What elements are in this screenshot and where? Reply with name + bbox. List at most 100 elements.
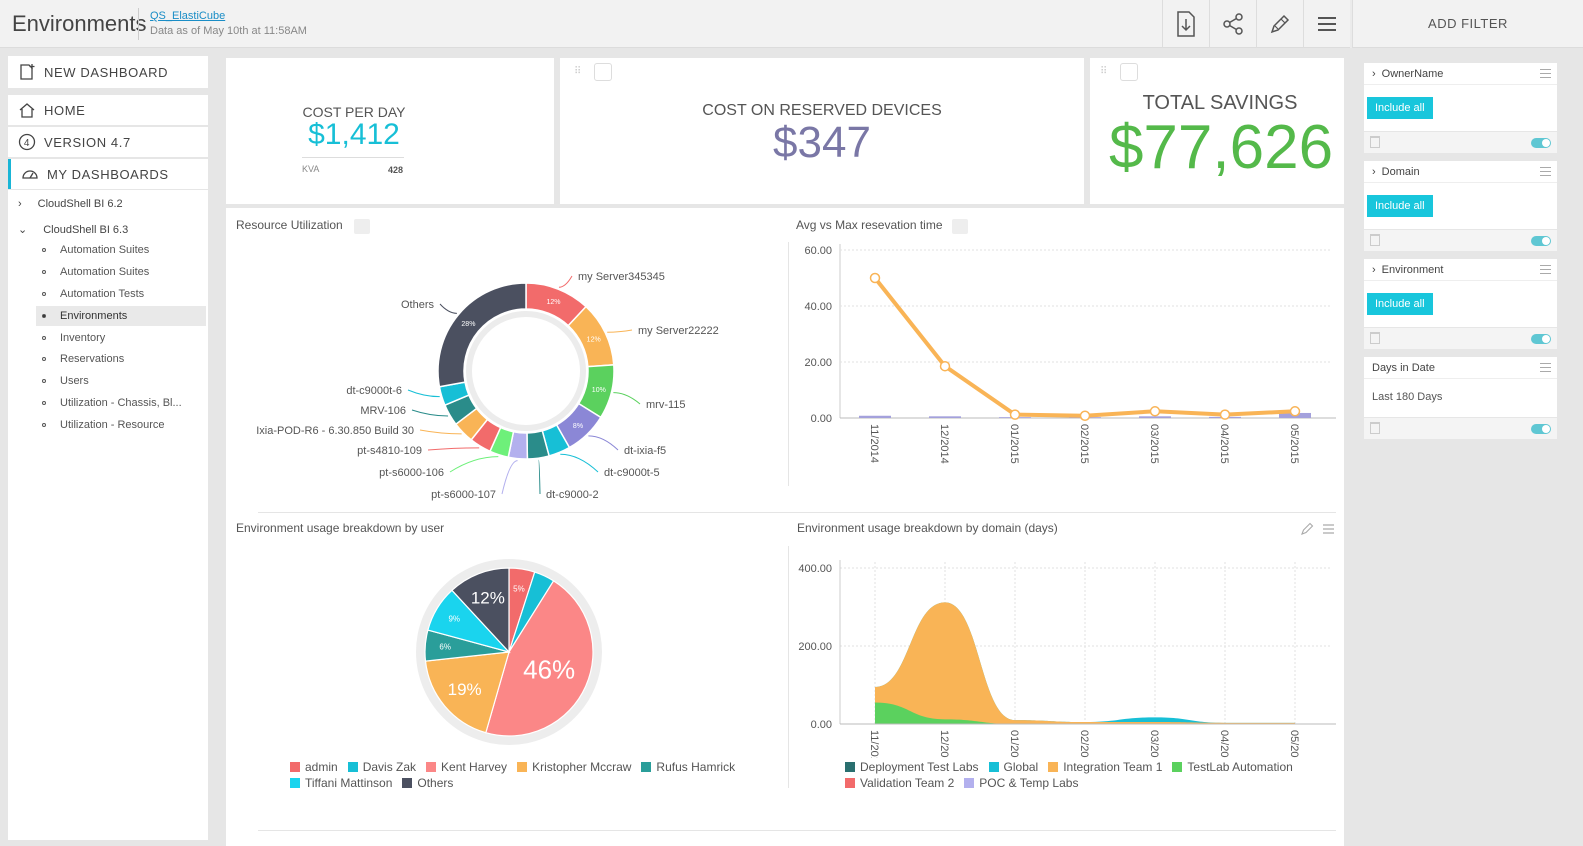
max-point [1009, 409, 1021, 420]
legend-item[interactable]: Kent Harvey [426, 760, 507, 774]
nav-version[interactable]: 4 VERSION 4.7 [8, 127, 208, 157]
filter-toggle[interactable] [1531, 236, 1551, 246]
include-all-button[interactable]: Include all [1367, 97, 1433, 119]
legend-item[interactable]: POC & Temp Labs [964, 776, 1078, 790]
legend-item[interactable]: Deployment Test Labs [845, 760, 979, 774]
trash-icon[interactable] [1370, 332, 1380, 344]
legend-item[interactable]: Validation Team 2 [845, 776, 954, 790]
filter-name: Domain [1381, 165, 1420, 178]
filter-toggle[interactable] [1531, 138, 1551, 148]
filter-menu-icon[interactable] [1540, 363, 1551, 372]
info-icon[interactable] [354, 219, 370, 234]
info-icon[interactable] [594, 63, 612, 81]
version-icon: 4 [18, 133, 36, 151]
filter-footer [1364, 229, 1557, 251]
legend-item[interactable]: admin [290, 760, 338, 774]
include-all-button[interactable]: Include all [1367, 293, 1433, 315]
filter-menu-icon[interactable] [1540, 265, 1551, 274]
share-icon [1223, 13, 1243, 35]
panel-title-by-domain: Environment usage breakdown by domain (d… [797, 521, 1058, 535]
bullet-icon [42, 401, 46, 405]
menu-button[interactable] [1303, 0, 1350, 48]
elasticube-link[interactable]: QS_ElastiCube [150, 10, 226, 22]
bullet-icon [42, 423, 46, 427]
tree-item-label: Users [60, 375, 89, 387]
legend-item[interactable]: Global [988, 760, 1038, 774]
tree-item-environments[interactable]: Environments [36, 306, 206, 326]
widget-menu-icon[interactable] [1322, 523, 1335, 535]
legend-item[interactable]: Integration Team 1 [1048, 760, 1162, 774]
folder-cloudshell-6-2[interactable]: › CloudShell BI 6.2 [18, 198, 123, 210]
legend-item[interactable]: Kristopher Mccraw [517, 760, 631, 774]
folder-cloudshell-6-3[interactable]: ⌄ CloudShell BI 6.3 [18, 223, 128, 236]
legend-item[interactable]: Others [402, 776, 453, 790]
export-button[interactable] [1162, 0, 1209, 48]
filter-value[interactable]: Last 180 Days [1372, 391, 1443, 403]
svg-text:4: 4 [24, 138, 30, 149]
new-dashboard-button[interactable]: NEW DASHBOARD [8, 56, 208, 88]
dashboard-canvas: COST PER DAY $1,412 KVA 428 ⠿ COST ON RE… [218, 48, 1352, 846]
nav-my-dashboards[interactable]: MY DASHBOARDS [8, 159, 208, 189]
bullet-icon [42, 357, 46, 361]
legend-item[interactable]: Davis Zak [347, 760, 416, 774]
pie-pct-label: 12% [471, 589, 505, 608]
slice-label: mrv-115 [646, 399, 686, 411]
filter-menu-icon[interactable] [1540, 69, 1551, 78]
include-all-button[interactable]: Include all [1367, 195, 1433, 217]
pie-slice [451, 567, 510, 654]
slice-label: my Server345345 [578, 271, 665, 283]
kpi-cost-per-day[interactable]: COST PER DAY $1,412 KVA 428 [226, 58, 554, 204]
filter-environment[interactable]: › Environment Include all [1364, 259, 1557, 349]
filter-header[interactable]: › Domain [1364, 161, 1557, 183]
slice-pct-label: 12% [546, 299, 560, 306]
filter-header[interactable]: › OwnerName [1364, 63, 1557, 85]
tree-item-automation-suites[interactable]: Automation Suites [36, 240, 206, 260]
tree-item-automation-tests[interactable]: Automation Tests [36, 284, 206, 304]
filter-toggle[interactable] [1531, 334, 1551, 344]
legend-label: POC & Temp Labs [979, 776, 1079, 790]
trash-icon[interactable] [1370, 234, 1380, 246]
filter-header[interactable]: Days in Date [1364, 357, 1557, 379]
legend-item[interactable]: TestLab Automation [1172, 760, 1293, 774]
tree-item-inventory[interactable]: Inventory [36, 328, 206, 348]
filter-toggle[interactable] [1531, 424, 1551, 434]
kpi-total-savings[interactable]: ⠿ TOTAL SAVINGS $77,626 [1090, 58, 1344, 204]
edit-button[interactable] [1256, 0, 1303, 48]
filter-menu-icon[interactable] [1540, 167, 1551, 176]
chevron-right-icon: › [1372, 165, 1376, 178]
tree-item-users[interactable]: Users [36, 371, 206, 391]
trash-icon[interactable] [1370, 422, 1380, 434]
home-icon [19, 103, 35, 118]
filter-ownername[interactable]: › OwnerName Include all [1364, 63, 1557, 153]
avg-max-line-chart: 0.00 20.00 40.00 60.00 11/2014 12/2014 01/2015… [804, 244, 1336, 464]
nav-home[interactable]: HOME [8, 95, 208, 125]
kpi-cost-reserved[interactable]: ⠿ COST ON RESERVED DEVICES $347 [560, 58, 1084, 204]
edit-widget-icon[interactable] [1300, 522, 1314, 536]
filter-domain[interactable]: › Domain Include all [1364, 161, 1557, 251]
drag-handle-icon[interactable]: ⠿ [574, 66, 582, 77]
tree-item-utilization-chassis[interactable]: Utilization - Chassis, Bl... [36, 393, 206, 413]
legend-item[interactable]: Rufus Hamrick [641, 760, 735, 774]
bullet-icon [42, 336, 46, 340]
share-button[interactable] [1209, 0, 1256, 48]
filter-days-in-date[interactable]: Days in Date Last 180 Days [1364, 357, 1557, 439]
drag-handle-icon[interactable]: ⠿ [1100, 66, 1108, 77]
avg-bar [1139, 416, 1171, 418]
slice-pct-label: 28% [461, 321, 475, 328]
info-icon[interactable] [952, 219, 968, 234]
row-divider [258, 830, 1336, 831]
x-tick-label: 12/2014 [938, 424, 950, 464]
info-icon[interactable] [1120, 63, 1138, 81]
trash-icon[interactable] [1370, 136, 1380, 148]
slice-label: pt-s6000-107 [431, 489, 496, 501]
data-timestamp: Data as of May 10th at 11:58AM [150, 25, 307, 37]
leader-line [427, 447, 480, 451]
add-filter-button[interactable]: ADD FILTER [1352, 0, 1583, 48]
filter-header[interactable]: › Environment [1364, 259, 1557, 281]
legend-item[interactable]: Tiffani Mattinson [290, 776, 392, 790]
tree-item-utilization-resource[interactable]: Utilization - Resource [36, 415, 206, 435]
tree-item-reservations[interactable]: Reservations [36, 349, 206, 369]
panel-title-by-user: Environment usage breakdown by user [236, 521, 445, 535]
tree-item-automation-suites-2[interactable]: Automation Suites [36, 262, 206, 282]
leader-line [439, 303, 457, 314]
